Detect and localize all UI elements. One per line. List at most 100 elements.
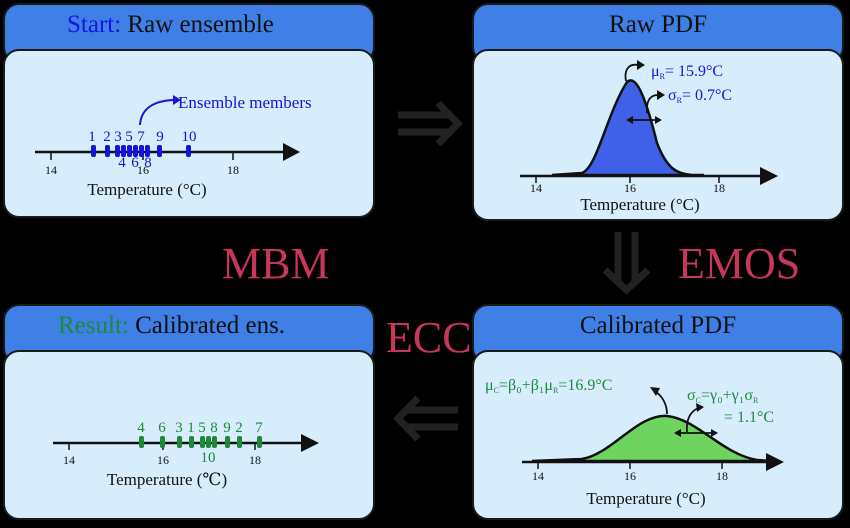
raw-pdf-plot: 14 16 18 Temperature (°C) μR= 15.9°C σR=…	[520, 60, 778, 214]
x-axis-label: Temperature (°C)	[87, 180, 206, 199]
double-arrow-left-icon	[393, 395, 458, 442]
tick-label: 14	[532, 469, 544, 483]
sigma-calibrated-arrow-head	[696, 403, 704, 412]
curved-arrow	[139, 99, 174, 126]
raw-ensemble-plot: 14 16 18 Temperature (°C) 1 2 3 5	[35, 93, 312, 199]
calibrated-ens-body	[3, 350, 375, 520]
curved-arrow-head	[173, 95, 181, 105]
axis-arrowhead	[283, 143, 300, 161]
raw-pdf-title: Raw PDF	[609, 11, 707, 38]
tick-label: 14	[63, 453, 75, 467]
mu-arrow	[624, 63, 639, 82]
sigma-calibrated-value: = 1.1°C	[724, 409, 774, 426]
member-label: 1	[187, 420, 195, 436]
axis-arrowhead	[301, 434, 319, 452]
raw-pdf-panel: Raw PDF 14 16 18 Temperature (°C) μR= 15…	[472, 3, 844, 221]
member-marker	[257, 436, 262, 448]
member-label: 9	[156, 129, 164, 145]
raw-ensemble-body	[3, 49, 375, 218]
calibrated-pdf-plot: 14 16 18 Temperature (°C) μC=β₀+β₁μR=16.…	[485, 377, 784, 508]
x-axis-label: Temperature (°C)	[580, 195, 699, 214]
member-label: 3	[175, 420, 183, 436]
member-marker	[127, 145, 132, 157]
member-label: 5	[198, 420, 206, 436]
member-label: 8	[210, 420, 218, 436]
member-label: 9	[223, 420, 231, 436]
member-marker	[91, 145, 96, 157]
mu-calibrated-equation: μC=β₀+β₁μR=16.9°C	[485, 377, 612, 395]
sigma-arrow-head	[657, 90, 665, 100]
mu-arrow-head	[637, 60, 645, 70]
member-marker	[145, 145, 150, 157]
x-axis-label: Temperature (℃)	[107, 470, 227, 489]
spread-arrow-head-right	[711, 429, 718, 437]
member-label: 10	[182, 129, 197, 145]
ensemble-members-annotation: Ensemble members	[178, 93, 312, 112]
calibrated-ens-panel: Result: Calibrated ens. 14 16 18 Tempera…	[3, 304, 375, 520]
sigma-arrow	[645, 94, 659, 114]
tick-label: 18	[227, 163, 239, 177]
x-axis-label: Temperature (°C)	[586, 489, 705, 508]
member-marker	[177, 436, 182, 448]
calibrated-pdf-curve	[531, 414, 773, 463]
raw-pdf-curve	[551, 79, 704, 177]
member-label: 7	[255, 420, 263, 436]
member-label: 6	[131, 155, 139, 171]
spread-arrow-head-left	[626, 116, 633, 124]
member-label: 5	[125, 129, 133, 145]
tick-label: 14	[45, 163, 57, 177]
raw-pdf-body	[472, 49, 844, 221]
member-marker	[212, 436, 217, 448]
mbm-label: MBM	[222, 239, 330, 288]
member-label: 8	[144, 155, 152, 171]
result-label: Result:	[58, 312, 129, 339]
emos-label: EMOS	[678, 239, 801, 288]
tick-label: 18	[716, 469, 728, 483]
member-marker	[121, 145, 126, 157]
sigma-calibrated-arrow	[685, 407, 699, 433]
member-marker	[133, 145, 138, 157]
start-label: Start:	[67, 11, 122, 38]
tick-label: 18	[249, 453, 261, 467]
calibrated-ens-title: Result: Calibrated ens.	[58, 312, 375, 340]
member-label: 3	[114, 129, 122, 145]
member-marker	[157, 145, 162, 157]
tick-label: 18	[713, 181, 725, 195]
tick-label: 16	[624, 469, 636, 483]
member-label: 4	[137, 420, 145, 436]
member-marker	[186, 145, 191, 157]
tick-label: 14	[530, 181, 542, 195]
double-arrow-down-icon	[602, 232, 651, 295]
raw-ensemble-title-text: Raw ensemble	[127, 11, 274, 38]
member-marker	[237, 436, 242, 448]
mu-raw-label: μR= 15.9°C	[651, 63, 723, 81]
member-label: 4	[118, 155, 126, 171]
calibrated-ens-title-text: Calibrated ens.	[135, 312, 286, 339]
calibrated-ens-plot: 14 16 18 Temperature (℃) 4 6 3 1	[53, 420, 319, 489]
double-arrow-right-icon	[398, 100, 463, 147]
axis-arrowhead	[760, 167, 778, 185]
member-label: 1	[88, 129, 96, 145]
sigma-raw-label: σR= 0.7°C	[668, 87, 732, 105]
member-marker	[139, 145, 144, 157]
member-marker	[115, 145, 120, 157]
raw-ensemble-title: Start: Raw ensemble	[67, 11, 375, 39]
member-label: 2	[235, 420, 243, 436]
spread-arrow-head-right	[655, 116, 662, 124]
member-marker	[139, 436, 144, 448]
calibrated-pdf-title: Calibrated PDF	[579, 312, 737, 339]
tick-label: 16	[624, 181, 636, 195]
mu-calibrated-arrow-head	[650, 387, 660, 396]
member-marker	[225, 436, 230, 448]
ecc-label: ECC	[386, 313, 472, 362]
member-marker	[206, 436, 211, 448]
mu-calibrated-arrow	[655, 391, 668, 415]
sigma-calibrated-equation: σC=γ₀+γ₁σR	[687, 387, 759, 405]
calibrated-pdf-body	[472, 350, 844, 520]
spread-arrow-head-left	[674, 429, 681, 437]
member-marker	[105, 145, 110, 157]
member-marker	[160, 436, 165, 448]
member-label: 7	[137, 129, 145, 145]
member-label: 10	[201, 450, 216, 466]
